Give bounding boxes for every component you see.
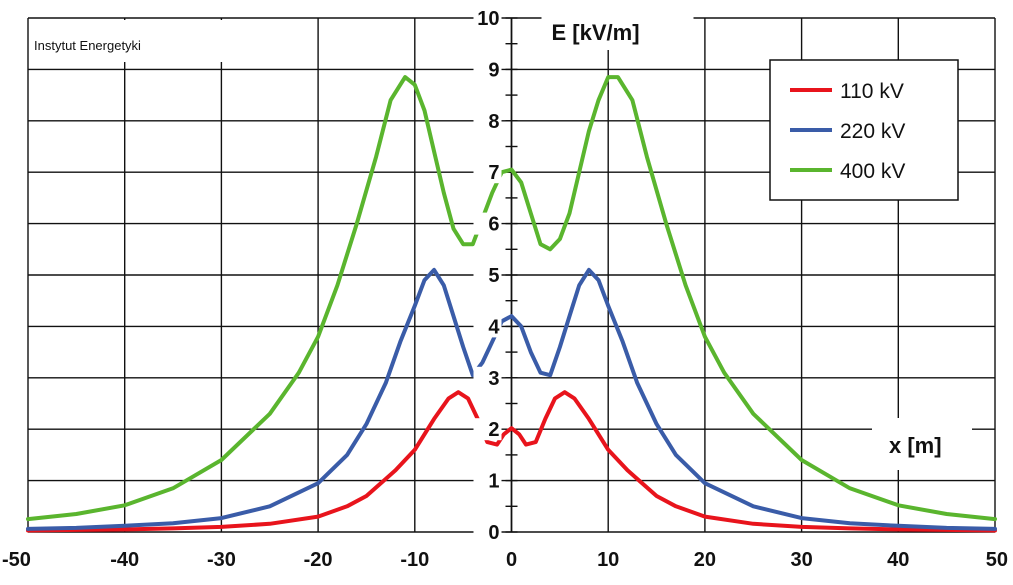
y-axis-title-background — [541, 16, 694, 50]
y-tick-label-background — [473, 161, 502, 184]
y-tick-label-background — [473, 7, 502, 29]
series-line-1 — [26, 267, 997, 531]
y-tick-label-background — [473, 469, 502, 492]
y-tick-label-background — [473, 109, 502, 132]
x-tick-label: -30 — [207, 549, 236, 571]
axes — [505, 17, 518, 533]
y-tick-label: 3 — [488, 368, 499, 390]
annotation-text: Instytut Energetyki — [34, 38, 141, 53]
y-tick-label: 4 — [488, 316, 500, 338]
y-tick-label: 2 — [488, 419, 499, 441]
y-tick-label-background — [473, 264, 502, 286]
legend-label: 220 kV — [840, 120, 905, 143]
y-tick-label: 1 — [488, 471, 499, 493]
legend-label: 110 kV — [840, 80, 904, 103]
x-axis-title: x [m] — [889, 433, 942, 458]
y-tick-label: 10 — [477, 8, 499, 30]
y-axis-title: E [kV/m] — [552, 20, 640, 45]
x-tick-label: 20 — [694, 549, 716, 571]
y-tick-label: 7 — [488, 162, 499, 184]
y-tick-label-background — [473, 315, 502, 338]
y-tick-label: 8 — [488, 111, 499, 133]
series-line-2 — [26, 75, 997, 522]
series-group — [26, 75, 997, 533]
x-tick-label: -10 — [400, 549, 429, 571]
x-tick-label: 40 — [887, 549, 909, 571]
y-tick-label: 0 — [488, 522, 499, 544]
x-axis-title-background — [872, 418, 972, 470]
x-tick-label: -40 — [110, 549, 139, 571]
y-tick-label-background — [473, 418, 502, 441]
x-tick-label: 30 — [790, 549, 812, 571]
legend: 110 kV 220 kV 400 kV — [769, 59, 959, 201]
y-tick-label-background — [473, 521, 502, 543]
x-tick-label: 0 — [506, 549, 517, 571]
x-tick-label: 10 — [597, 549, 619, 571]
y-tick-label: 6 — [488, 214, 499, 236]
y-tick-label-background — [473, 212, 502, 235]
y-tick-label-background — [473, 58, 502, 81]
x-tick-label: -50 — [2, 549, 31, 571]
y-tick-label: 9 — [488, 59, 499, 81]
y-tick-label: 5 — [488, 265, 499, 287]
x-tick-label: 50 — [986, 549, 1008, 571]
x-tick-label: -20 — [304, 549, 333, 571]
y-tick-label-background — [473, 366, 502, 389]
annotation-background — [29, 20, 224, 62]
labels-group: Instytut Energetyki 0 1 2 3 4 5 6 7 8 9 10 E [kV/m] -… — [2, 7, 1008, 571]
legend-label: 400 kV — [840, 160, 905, 183]
series-line-0 — [26, 390, 997, 533]
